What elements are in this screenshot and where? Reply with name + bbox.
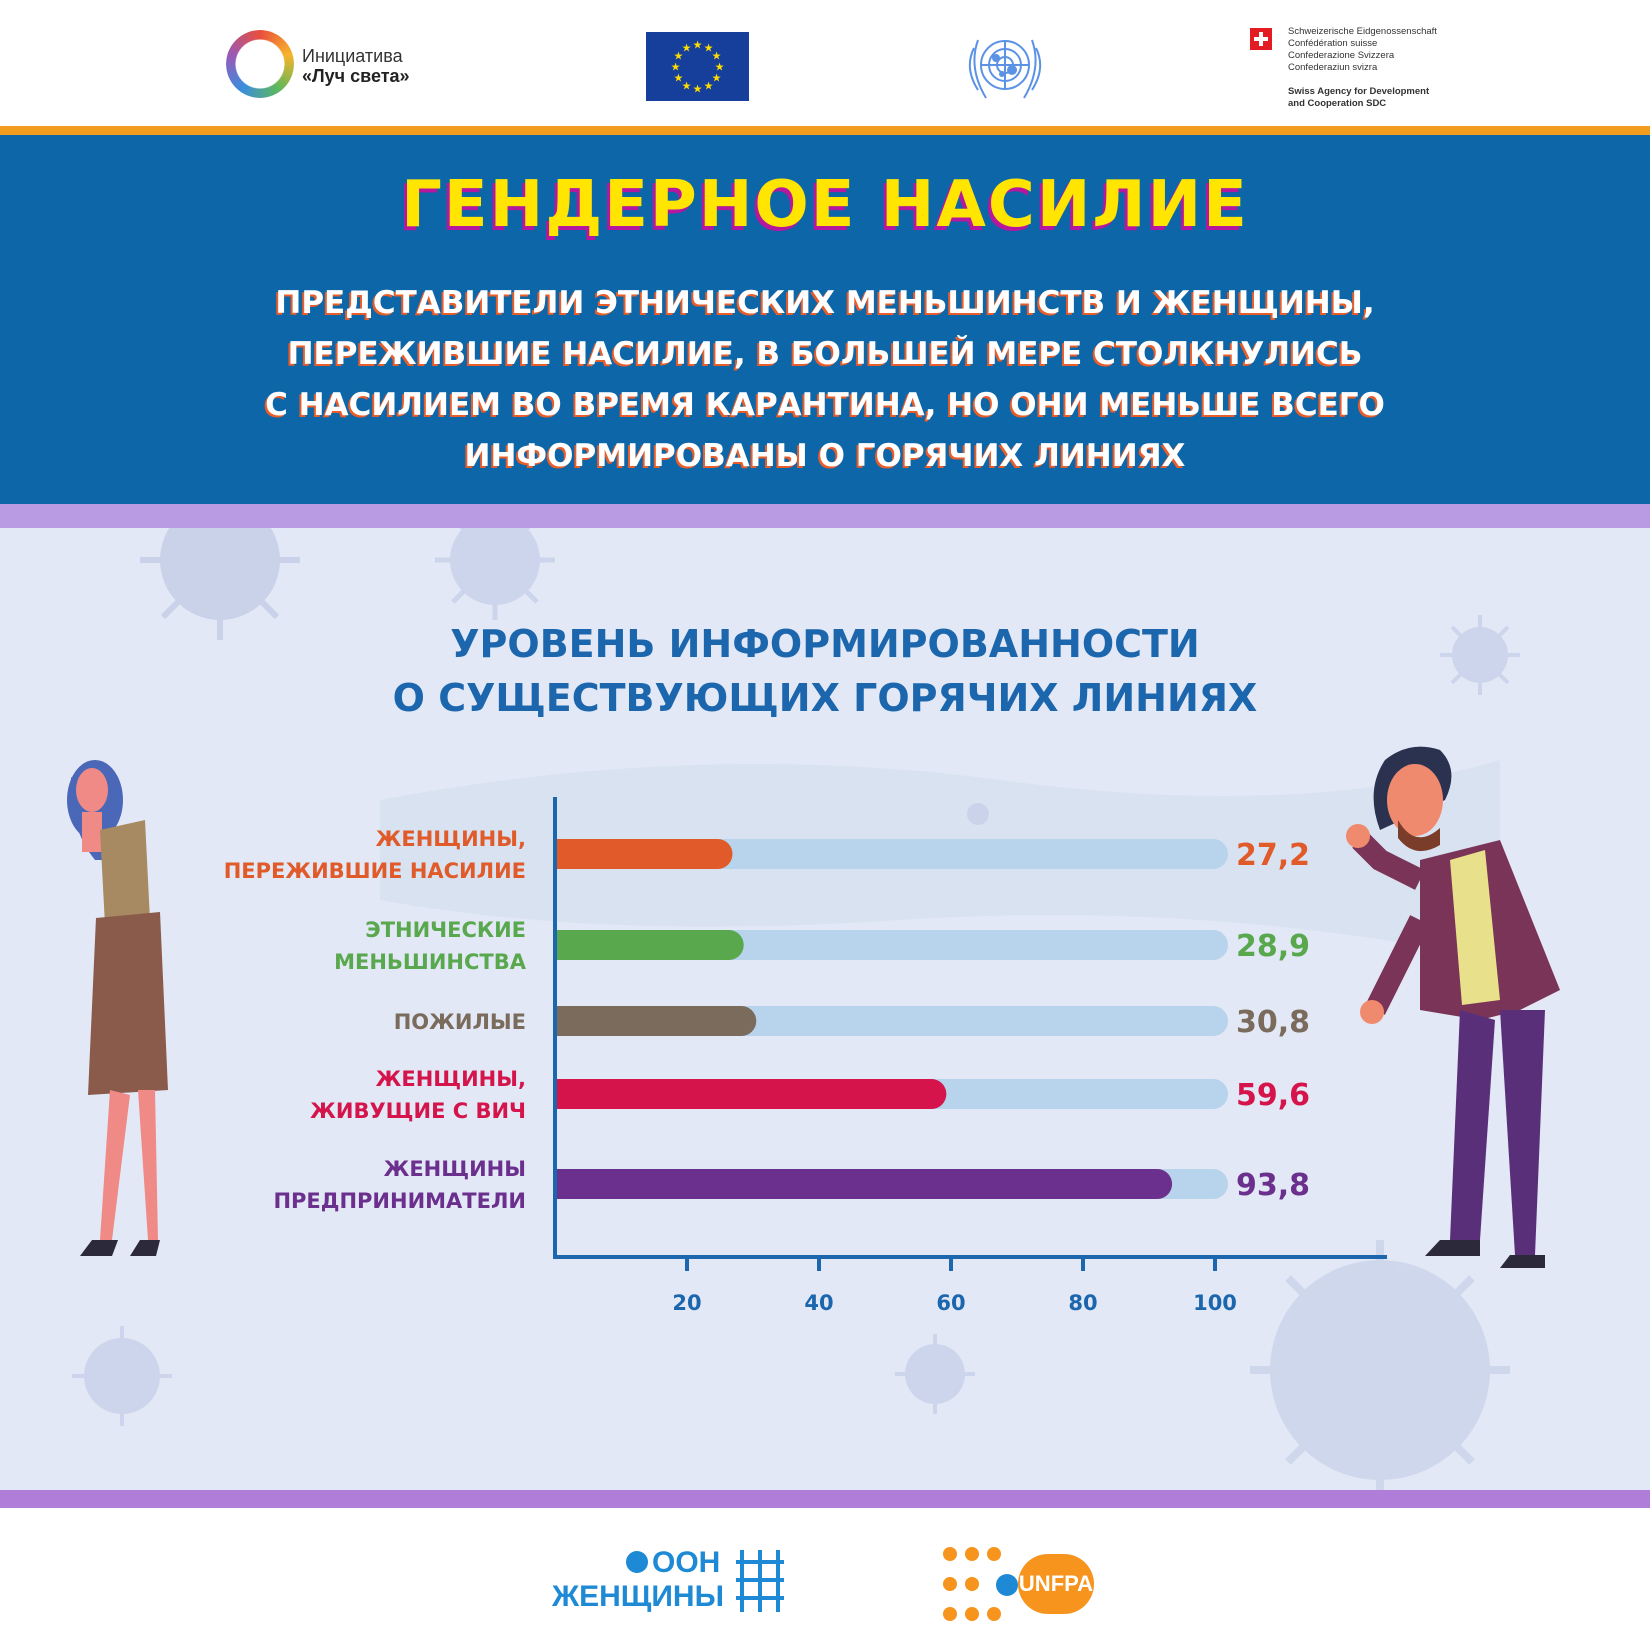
eu-star-icon: ★: [693, 39, 703, 52]
swiss-agency-line-2: and Cooperation SDC: [1288, 98, 1387, 109]
subtitle-line-2: ПЕРЕЖИВШИЕ НАСИЛИЕ, В БОЛЬШЕЙ МЕРЕ СТОЛК…: [287, 336, 1363, 372]
swiss-sdc-logo: Schweizerische Eidgenossenschaft Confédé…: [1250, 26, 1437, 116]
category-label: ЖЕНЩИНЫ,: [376, 827, 526, 851]
eu-star-icon: ★: [693, 83, 703, 96]
category-label: ЖЕНЩИНЫ,: [376, 1067, 526, 1091]
virus-icon: [895, 1334, 975, 1414]
data-label: 28,9: [1236, 929, 1310, 964]
eu-star-icon: ★: [674, 50, 684, 63]
x-tick-label: 20: [672, 1291, 701, 1315]
eu-star-icon: ★: [712, 72, 722, 85]
bar: [553, 1079, 947, 1109]
chart-title-line-1: УРОВЕНЬ ИНФОРМИРОВАННОСТИ: [450, 622, 1200, 666]
bar: [553, 930, 744, 960]
data-label: 93,8: [1236, 1168, 1310, 1203]
subtitle-line-1: ПРЕДСТАВИТЕЛИ ЭТНИЧЕСКИХ МЕНЬШИНСТВ И ЖЕ…: [275, 285, 1375, 321]
category-label: ПРЕДПРИНИМАТЕЛИ: [273, 1189, 526, 1213]
eu-star-icon: ★: [682, 80, 692, 93]
woman-illustration: [67, 760, 168, 1256]
swiss-flag-icon: [1250, 28, 1272, 50]
un-emblem-icon: [958, 28, 1052, 106]
eu-star-icon: ★: [704, 41, 714, 54]
lilac-divider-top: [0, 504, 1650, 528]
category-label: ЖИВУЩИЕ С ВИЧ: [310, 1099, 526, 1123]
virus-icon: [1250, 1240, 1510, 1490]
swiss-line-2: Confédération suisse: [1288, 38, 1378, 49]
swiss-line-4: Confederaziun svizra: [1288, 62, 1378, 73]
unfpa-logo: UNFPA: [1018, 1554, 1094, 1614]
x-tick-label: 100: [1193, 1291, 1237, 1315]
eu-star-icon: ★: [704, 80, 714, 93]
unwomen-symbol-icon: [734, 1548, 786, 1614]
page-title: ГЕНДЕРНОЕ НАСИЛИЕ: [401, 168, 1249, 242]
luch-sveta-logo-icon: [226, 30, 294, 98]
bar-chart: 27,2 ЖЕНЩИНЫ, ПЕРЕЖИВШИЕ НАСИЛИЕ 28,9 ЭТНИЧЕ…: [224, 797, 1387, 1315]
category-label: ПЕРЕЖИВШИЕ НАСИЛИЕ: [224, 859, 526, 883]
bar: [553, 839, 733, 869]
lilac-divider-bottom: [0, 1490, 1650, 1508]
unfpa-dots-icon: [940, 1544, 1018, 1624]
virus-icon: [967, 803, 989, 825]
chart-canvas: 27,2 ЖЕНЩИНЫ, ПЕРЕЖИВШИЕ НАСИЛИЕ 28,9 ЭТНИЧЕ…: [67, 528, 1560, 1490]
bar: [553, 1169, 1173, 1199]
data-label: 27,2: [1236, 838, 1310, 873]
swiss-agency-line-1: Swiss Agency for Development: [1288, 86, 1430, 97]
virus-icon: [435, 528, 555, 620]
swiss-line-1: Schweizerische Eidgenossenschaft: [1288, 26, 1437, 37]
virus-icon: [72, 1326, 172, 1426]
luch-sveta-logo-line2: «Луч света»: [302, 66, 410, 86]
category-label: ЭТНИЧЕСКИЕ: [365, 918, 526, 942]
virus-icon: [140, 528, 300, 640]
eu-star-icon: ★: [671, 61, 681, 74]
subtitle-line-3: С НАСИЛИЕМ ВО ВРЕМЯ КАРАНТИНА, НО ОНИ МЕ…: [265, 387, 1385, 423]
swiss-line-3: Confederazione Svizzera: [1288, 50, 1395, 61]
x-tick-label: 40: [804, 1291, 833, 1315]
eu-star-icon: ★: [682, 41, 692, 54]
eu-star-icon: ★: [674, 72, 684, 85]
un-mini-emblem-icon: [626, 1551, 648, 1573]
chart-title-line-2: О СУЩЕСТВУЮЩИХ ГОРЯЧИХ ЛИНИЯХ: [392, 676, 1258, 720]
eu-flag-icon: ★ ★ ★ ★ ★ ★ ★ ★ ★ ★ ★ ★: [646, 32, 749, 101]
data-label: 30,8: [1236, 1005, 1310, 1040]
orange-divider: [0, 126, 1650, 135]
subtitle-line-4: ИНФОРМИРОВАНЫ О ГОРЯЧИХ ЛИНИЯХ: [464, 438, 1186, 474]
footer: ООН ЖЕНЩИНЫ UNFPA: [0, 1508, 1650, 1650]
man-illustration: [1346, 746, 1560, 1268]
virus-icon: [1440, 615, 1520, 695]
un-mini-emblem-icon: [996, 1574, 1018, 1596]
header-band: [0, 135, 1650, 504]
category-label: МЕНЬШИНСТВА: [334, 950, 527, 974]
x-tick-label: 80: [1068, 1291, 1097, 1315]
category-label: ЖЕНЩИНЫ: [384, 1157, 526, 1181]
unwomen-logo-line2: ЖЕНЩИНЫ: [552, 1580, 724, 1613]
eu-star-icon: ★: [715, 61, 725, 74]
bar: [553, 1006, 757, 1036]
unwomen-logo-line1: ООН: [652, 1546, 721, 1579]
logo-bar: Инициатива «Луч света» ★ ★ ★ ★ ★ ★ ★ ★ ★ ★ ★ ★ Schw…: [0, 0, 1650, 126]
data-label: 59,6: [1236, 1078, 1310, 1113]
category-label: ПОЖИЛЫЕ: [394, 1010, 526, 1034]
luch-sveta-logo-line1: Инициатива: [302, 46, 403, 66]
x-tick-label: 60: [936, 1291, 965, 1315]
eu-star-icon: ★: [712, 50, 722, 63]
